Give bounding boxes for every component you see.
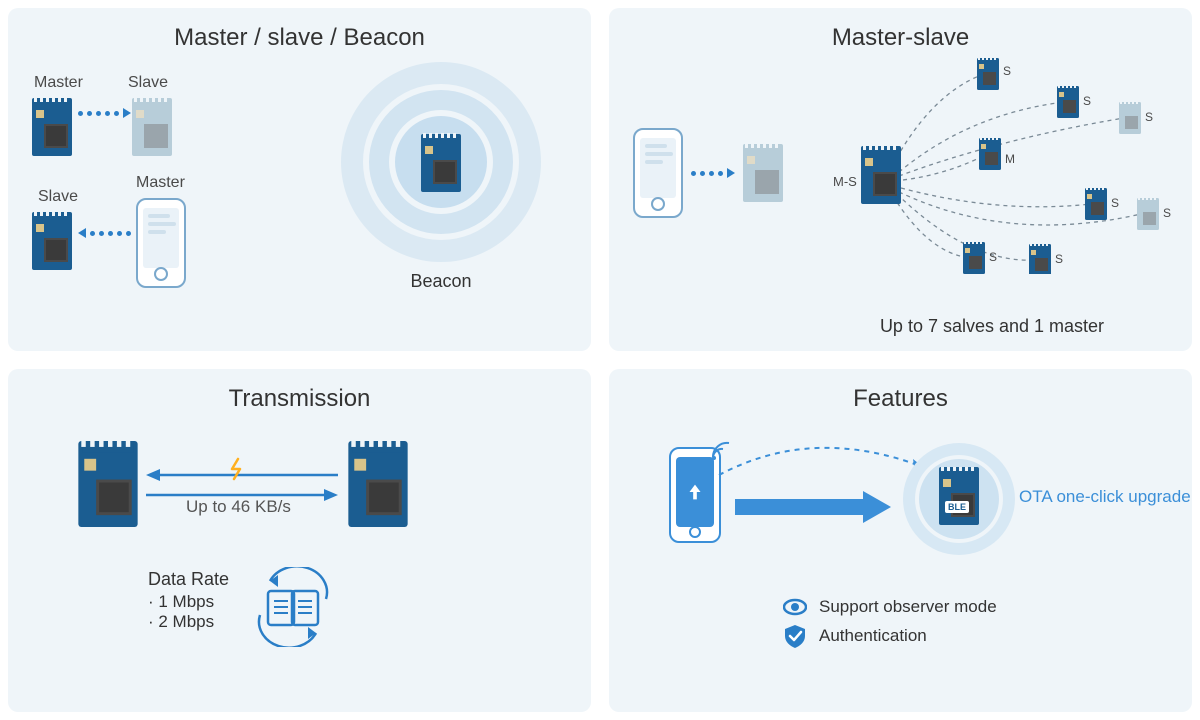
p1-master-label: Master <box>34 74 83 92</box>
ble-ring: BLE <box>899 439 1019 564</box>
feat2-text: Authentication <box>819 626 927 646</box>
s-label-7: S <box>1055 252 1063 266</box>
chip-slave-faded <box>132 98 172 161</box>
p1-master-label-2: Master <box>136 174 185 192</box>
s-label-4: S <box>1111 196 1119 210</box>
beacon-diagram: Beacon <box>321 62 561 292</box>
infographic-grid: Master / slave / Beacon Master Slave Sla… <box>8 8 1192 712</box>
chip-slave <box>32 212 72 275</box>
panel3-title: Transmission <box>28 385 571 413</box>
datarate-line1: · 1 Mbps <box>148 592 229 612</box>
s-label-1: S <box>1003 64 1011 78</box>
m-label: M <box>1005 152 1015 166</box>
shield-icon <box>783 623 807 649</box>
s-label-6: S <box>989 250 997 264</box>
panel4-title: Features <box>629 385 1172 413</box>
ms-label: M-S <box>833 174 857 189</box>
phone-source <box>633 128 683 218</box>
sync-icon <box>248 567 338 652</box>
topology-network: M-S M S S S S S S S <box>799 54 1179 279</box>
ota-label: OTA one-click upgrade <box>1019 487 1191 507</box>
feat1-text: Support observer mode <box>819 597 997 617</box>
p1-slave-label: Slave <box>128 74 168 92</box>
panel-transmission: Transmission Up to 46 KB/s Data Rate · 1… <box>8 369 591 712</box>
phone-master <box>136 198 186 288</box>
dotted-arrow-left <box>78 228 131 238</box>
eye-icon <box>783 595 807 619</box>
feature-list: Support observer mode Authentication <box>783 591 997 653</box>
panel-master-slave-beacon: Master / slave / Beacon Master Slave Sla… <box>8 8 591 351</box>
dots-to-faded <box>691 168 735 178</box>
panel2-title: Master-slave <box>629 24 1172 52</box>
tx-chip-right <box>348 441 408 532</box>
ble-badge: BLE <box>945 501 969 513</box>
chip-faded-relay <box>743 144 783 207</box>
panel-master-slave-topology: Master-slave <box>609 8 1192 351</box>
panel2-caption: Up to 7 salves and 1 master <box>832 316 1152 337</box>
panel1-title: Master / slave / Beacon <box>28 24 571 52</box>
beacon-label: Beacon <box>321 271 561 292</box>
datarate-block: Data Rate · 1 Mbps · 2 Mbps <box>148 569 229 632</box>
s-label-5: S <box>1163 206 1171 220</box>
s-label-3: S <box>1145 110 1153 124</box>
tx-chip-left <box>78 441 138 532</box>
p1-slave-label-2: Slave <box>38 188 78 206</box>
chip-master <box>32 98 72 161</box>
panel-features: Features <box>609 369 1192 712</box>
dotted-arrow-right <box>78 108 131 118</box>
speed-label: Up to 46 KB/s <box>186 497 291 517</box>
datarate-title: Data Rate <box>148 569 229 590</box>
datarate-line2: · 2 Mbps <box>148 612 229 632</box>
s-label-2: S <box>1083 94 1091 108</box>
